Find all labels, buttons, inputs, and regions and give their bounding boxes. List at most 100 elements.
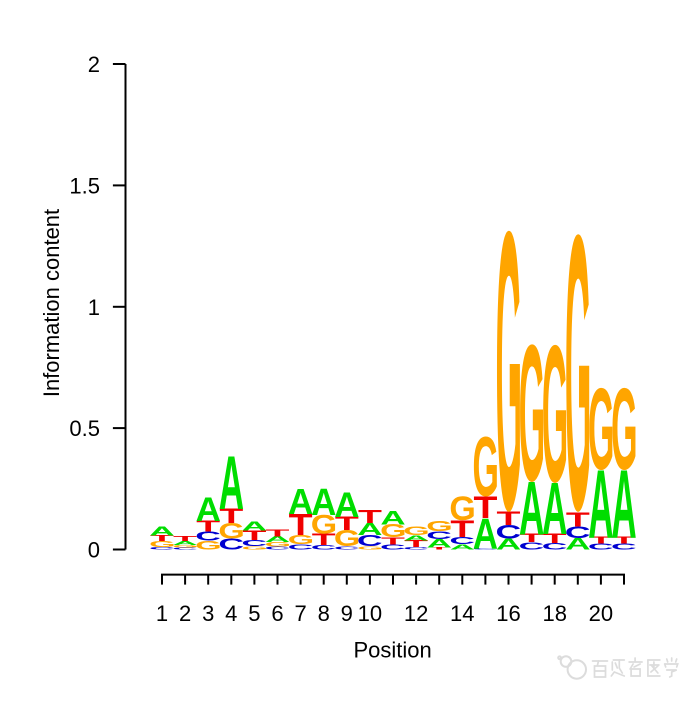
svg-text:A: A (519, 466, 544, 551)
svg-text:T: T (312, 531, 337, 549)
svg-text:3: 3 (202, 601, 214, 626)
svg-text:16: 16 (496, 601, 520, 626)
svg-text:C: C (519, 540, 545, 552)
svg-text:C: C (311, 544, 337, 551)
svg-text:C: C (241, 539, 267, 548)
svg-text:0.5: 0.5 (69, 416, 100, 441)
svg-text:T: T (566, 508, 590, 531)
svg-text:C: C (565, 523, 591, 542)
svg-text:G: G (588, 366, 614, 495)
svg-text:A: A (196, 491, 221, 528)
svg-text:T: T (242, 528, 266, 543)
svg-text:G: G (565, 153, 591, 591)
svg-text:G: G (426, 518, 452, 535)
svg-text:9: 9 (341, 601, 353, 626)
svg-text:A: A (149, 524, 174, 538)
svg-text:1: 1 (88, 295, 100, 320)
svg-text:A: A (380, 507, 405, 529)
svg-text:A: A (334, 486, 359, 525)
svg-text:0: 0 (88, 538, 100, 563)
svg-text:A: A (219, 440, 244, 526)
svg-text:A: A (357, 519, 382, 539)
svg-text:G: G (542, 304, 568, 523)
svg-text:A: A (450, 543, 475, 551)
svg-text:18: 18 (542, 601, 566, 626)
svg-text:T: T (196, 518, 220, 535)
svg-text:T: T (219, 504, 243, 527)
svg-text:G: G (334, 526, 360, 551)
svg-text:G: G (311, 510, 337, 540)
svg-text:G: G (403, 524, 429, 537)
svg-text:T: T (289, 508, 314, 542)
svg-text:C: C (288, 543, 314, 551)
svg-text:T: T (450, 516, 474, 543)
svg-text:A: A (427, 536, 452, 550)
svg-text:5: 5 (248, 601, 260, 626)
svg-text:T: T (335, 512, 359, 534)
svg-text:G: G (472, 420, 498, 515)
svg-text:G: G (149, 540, 175, 549)
svg-text:C: C (195, 529, 221, 544)
svg-text:12: 12 (404, 601, 428, 626)
svg-text:2: 2 (88, 52, 100, 77)
svg-text:C: C (426, 529, 452, 542)
svg-text:C: C (265, 546, 291, 551)
svg-text:C: C (472, 548, 498, 550)
svg-text:C: C (542, 542, 568, 552)
svg-text:C: C (449, 535, 475, 547)
svg-text:C: C (611, 542, 637, 551)
svg-text:10: 10 (358, 601, 382, 626)
svg-text:A: A (288, 482, 313, 523)
svg-text:C: C (496, 522, 522, 543)
svg-text:G: G (519, 305, 545, 522)
svg-text:T: T (381, 535, 406, 547)
svg-text:6: 6 (271, 601, 283, 626)
svg-text:T: T (473, 490, 497, 525)
svg-text:G: G (611, 366, 637, 495)
svg-text:A: A (404, 534, 429, 542)
svg-text:C: C (357, 531, 383, 549)
svg-text:T: T (520, 531, 544, 545)
svg-text:A: A (265, 535, 290, 544)
svg-text:7: 7 (294, 601, 306, 626)
svg-text:8: 8 (318, 601, 330, 626)
svg-text:G: G (241, 545, 267, 550)
svg-text:G: G (449, 490, 475, 528)
svg-text:A: A (242, 519, 267, 534)
svg-text:4: 4 (225, 601, 237, 626)
svg-text:Information content: Information content (39, 209, 64, 397)
svg-text:A: A (588, 450, 613, 559)
svg-text:C: C (588, 542, 614, 551)
svg-text:G: G (380, 520, 406, 541)
svg-text:T: T (150, 534, 174, 543)
svg-text:G: G (265, 541, 291, 548)
svg-text:A: A (496, 535, 521, 553)
svg-text:C: C (403, 546, 429, 550)
svg-text:T: T (404, 538, 429, 549)
svg-text:2: 2 (179, 601, 191, 626)
svg-text:A: A (311, 481, 336, 523)
svg-text:G: G (218, 519, 244, 544)
svg-text:20: 20 (589, 601, 613, 626)
svg-text:A: A (565, 534, 591, 553)
svg-text:G: G (496, 149, 522, 593)
svg-text:14: 14 (450, 601, 474, 626)
svg-text:1.5: 1.5 (69, 174, 100, 199)
svg-text:C: C (380, 543, 406, 551)
svg-text:T: T (173, 535, 197, 543)
svg-text:T: T (497, 508, 521, 530)
svg-text:A: A (473, 510, 498, 559)
svg-text:Position: Position (353, 638, 431, 663)
svg-text:C: C (149, 546, 175, 550)
svg-text:T: T (427, 547, 451, 551)
svg-text:G: G (357, 545, 383, 550)
svg-text:1: 1 (156, 601, 168, 626)
svg-text:A: A (173, 540, 198, 547)
svg-text:G: G (195, 539, 221, 552)
svg-text:C: C (334, 545, 360, 550)
svg-text:G: G (288, 533, 314, 547)
svg-text:T: T (543, 530, 567, 546)
svg-text:C: C (172, 547, 198, 550)
svg-text:C: C (218, 535, 244, 553)
svg-text:G: G (172, 544, 198, 548)
